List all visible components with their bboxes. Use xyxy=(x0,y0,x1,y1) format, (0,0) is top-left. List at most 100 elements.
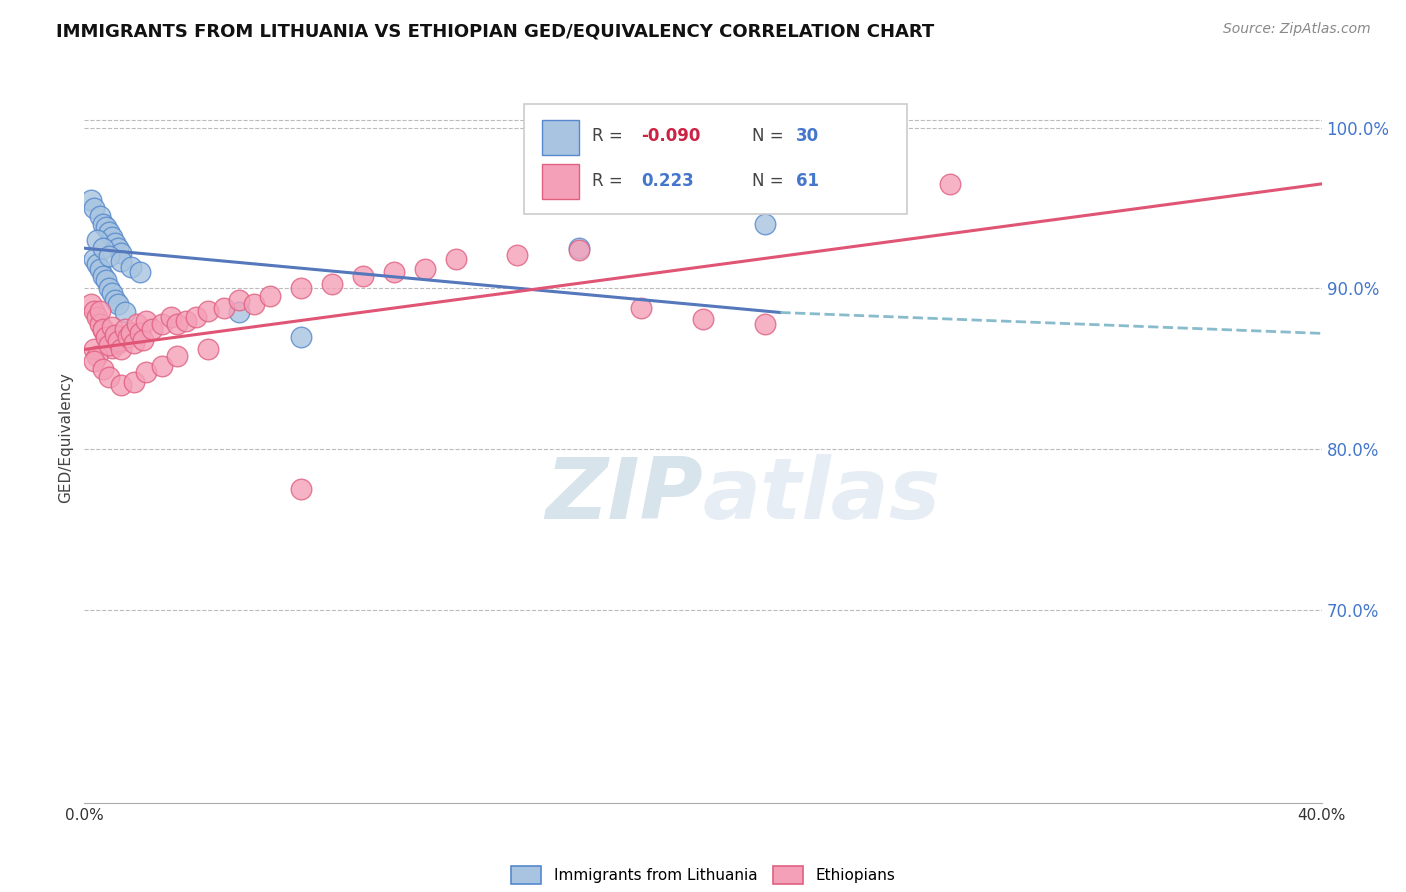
Point xyxy=(506,247,529,261)
Point xyxy=(107,336,129,351)
Text: 0.223: 0.223 xyxy=(641,172,695,190)
Point xyxy=(125,317,148,331)
Point xyxy=(83,353,105,368)
Point xyxy=(83,343,105,357)
Point xyxy=(692,312,714,326)
Point xyxy=(79,297,101,311)
Point xyxy=(117,329,139,343)
Point xyxy=(197,304,219,318)
Legend: Immigrants from Lithuania, Ethiopians: Immigrants from Lithuania, Ethiopians xyxy=(505,861,901,890)
Point xyxy=(110,377,132,392)
Text: atlas: atlas xyxy=(703,454,941,537)
Point xyxy=(91,361,114,376)
Point xyxy=(101,320,124,334)
Point xyxy=(91,241,114,255)
Point xyxy=(444,252,467,267)
Point xyxy=(114,321,136,335)
Point xyxy=(86,257,108,271)
Point xyxy=(86,349,108,363)
Point xyxy=(110,246,132,260)
Point xyxy=(101,286,124,301)
Point xyxy=(107,241,129,255)
FancyBboxPatch shape xyxy=(543,120,579,155)
FancyBboxPatch shape xyxy=(523,104,907,214)
Text: IMMIGRANTS FROM LITHUANIA VS ETHIOPIAN GED/EQUIVALENCY CORRELATION CHART: IMMIGRANTS FROM LITHUANIA VS ETHIOPIAN G… xyxy=(56,22,935,40)
Point xyxy=(243,297,266,311)
Point xyxy=(94,329,117,343)
Point xyxy=(120,326,142,341)
Point xyxy=(91,323,114,337)
Point xyxy=(259,289,281,303)
Point xyxy=(321,277,343,291)
Point xyxy=(104,328,127,343)
Point xyxy=(290,483,312,497)
Point xyxy=(86,233,108,247)
Point xyxy=(107,334,129,349)
Text: N =: N = xyxy=(752,127,789,145)
Point xyxy=(83,201,105,215)
Point xyxy=(754,317,776,331)
Point xyxy=(94,273,117,287)
Point xyxy=(939,177,962,191)
Point xyxy=(184,310,207,325)
Text: N =: N = xyxy=(752,172,789,190)
Text: -0.090: -0.090 xyxy=(641,127,700,145)
Point xyxy=(120,260,142,275)
Point xyxy=(110,343,132,357)
Point xyxy=(91,268,114,283)
Point xyxy=(129,326,152,341)
Point xyxy=(568,243,591,257)
Point xyxy=(135,313,157,327)
Point xyxy=(98,334,121,349)
Point xyxy=(104,236,127,251)
Text: 61: 61 xyxy=(796,172,818,190)
Point xyxy=(89,262,111,277)
Point xyxy=(352,268,374,283)
Point xyxy=(101,341,124,355)
Point xyxy=(114,305,136,319)
Point xyxy=(129,265,152,279)
Point xyxy=(135,365,157,379)
Point xyxy=(104,329,127,343)
FancyBboxPatch shape xyxy=(543,164,579,200)
Text: Source: ZipAtlas.com: Source: ZipAtlas.com xyxy=(1223,22,1371,37)
Point xyxy=(107,297,129,311)
Point xyxy=(413,262,436,277)
Point xyxy=(86,310,108,325)
Point xyxy=(79,193,101,207)
Point xyxy=(101,230,124,244)
Point xyxy=(110,254,132,268)
Point xyxy=(91,217,114,231)
Point xyxy=(290,329,312,343)
Point xyxy=(166,349,188,363)
Point xyxy=(160,310,183,325)
Point xyxy=(89,209,111,223)
Point xyxy=(122,375,145,389)
Point xyxy=(91,321,114,335)
Text: R =: R = xyxy=(592,172,627,190)
Text: ZIP: ZIP xyxy=(546,454,703,537)
Point xyxy=(98,369,121,384)
Point xyxy=(132,333,155,347)
Point xyxy=(568,241,591,255)
Point xyxy=(150,359,173,373)
Point xyxy=(98,249,121,263)
Point xyxy=(94,220,117,235)
Point xyxy=(98,281,121,295)
Point xyxy=(228,293,250,307)
Point xyxy=(122,336,145,351)
Point xyxy=(630,301,652,315)
Text: R =: R = xyxy=(592,127,627,145)
Point xyxy=(94,329,117,343)
Point xyxy=(98,225,121,239)
Point xyxy=(150,317,173,331)
Point xyxy=(212,301,235,315)
Point xyxy=(754,217,776,231)
Point xyxy=(176,313,198,327)
Point xyxy=(166,317,188,331)
Point xyxy=(290,281,312,295)
Point xyxy=(104,293,127,307)
Y-axis label: GED/Equivalency: GED/Equivalency xyxy=(58,372,73,502)
Point xyxy=(382,265,405,279)
Point xyxy=(98,337,121,351)
